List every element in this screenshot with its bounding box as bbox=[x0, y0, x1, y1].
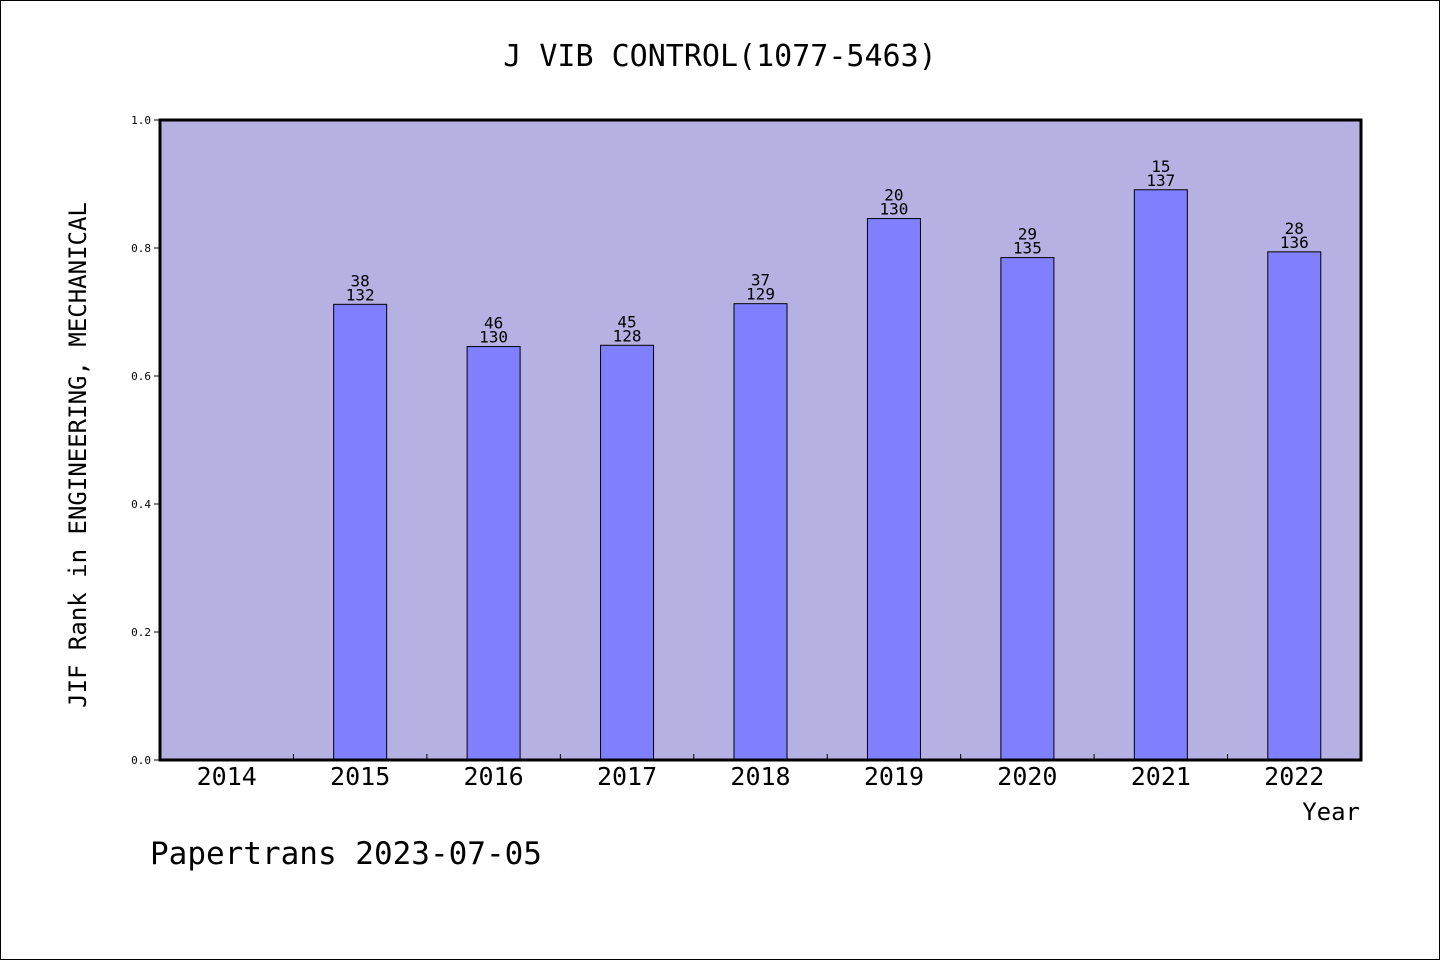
axis-ticks: 2014 2015 2016 2017 2018 2019 2020 2021 20220.00… bbox=[131, 114, 1324, 791]
bar-rank-label: 37 bbox=[751, 271, 770, 290]
bar-2017 bbox=[600, 344, 655, 761]
bar-total-label: 135 bbox=[1013, 239, 1042, 258]
y-tick-label: 0.4 bbox=[131, 498, 151, 511]
plot-border bbox=[158, 118, 1363, 762]
x-tick-label: 2016 bbox=[464, 762, 524, 791]
x-tick-label: 2017 bbox=[597, 762, 657, 791]
bar-total-label: 137 bbox=[1146, 171, 1175, 190]
x-tick-label: 2022 bbox=[1264, 762, 1324, 791]
bar-rank-label: 45 bbox=[617, 312, 636, 331]
x-tick-label: 2020 bbox=[997, 762, 1057, 791]
bar-total-label: 130 bbox=[479, 328, 508, 347]
bar-2022 bbox=[1267, 251, 1322, 761]
bar-2015 bbox=[333, 303, 388, 761]
bar-2019 bbox=[866, 218, 921, 761]
bar-2018 bbox=[733, 303, 788, 761]
bar-2016 bbox=[466, 346, 521, 761]
bar-2020 bbox=[1000, 257, 1055, 761]
y-axis-label: JIF Rank in ENGINEERING, MECHANICAL bbox=[64, 202, 92, 708]
y-tick-label: 0.6 bbox=[131, 370, 151, 383]
x-tick-label: 2014 bbox=[197, 762, 257, 791]
bar-total-label: 128 bbox=[613, 326, 642, 345]
bar-rank-label: 38 bbox=[351, 271, 370, 290]
chart-title: J VIB CONTROL(1077-5463) bbox=[503, 39, 936, 74]
x-tick-label: 2021 bbox=[1131, 762, 1191, 791]
bar-rank-label: 20 bbox=[884, 186, 903, 205]
bar-rank-label: 29 bbox=[1018, 225, 1037, 244]
bar-rank-label: 28 bbox=[1285, 219, 1304, 238]
footer-text: Papertrans 2023-07-05 bbox=[150, 836, 542, 872]
y-tick-label: 0.2 bbox=[131, 626, 151, 639]
y-tick-label: 0.8 bbox=[131, 242, 151, 255]
bar-total-label: 130 bbox=[879, 200, 908, 219]
x-tick-label: 2015 bbox=[330, 762, 390, 791]
x-axis-label: Year bbox=[1302, 798, 1360, 826]
bar-total-label: 136 bbox=[1280, 233, 1309, 252]
bar-total-label: 132 bbox=[346, 285, 375, 304]
x-tick-label: 2019 bbox=[864, 762, 924, 791]
bar-total-label: 129 bbox=[746, 285, 775, 304]
y-tick-label: 1.0 bbox=[131, 114, 151, 127]
bar-rank-label: 15 bbox=[1151, 157, 1170, 176]
y-tick-label: 0.0 bbox=[131, 754, 151, 767]
x-tick-label: 2018 bbox=[730, 762, 790, 791]
bar-2021 bbox=[1133, 189, 1188, 761]
bar-rank-label: 46 bbox=[484, 314, 503, 333]
